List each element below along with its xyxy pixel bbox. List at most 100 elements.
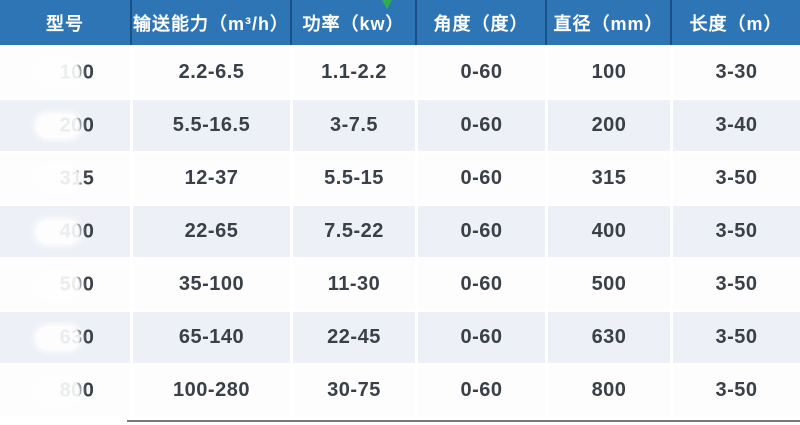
value-cell: 12-37 xyxy=(130,151,290,204)
spec-table: 型号 输送能力（m³/h） 功率（kw） 角度（度） 直径（mm） 长度（m） … xyxy=(0,0,800,416)
cell-text: 0-60 xyxy=(460,114,503,136)
value-cell: 35-100 xyxy=(130,257,290,310)
value-cell: 0-60 xyxy=(415,363,545,416)
cell-text: 200 xyxy=(591,114,627,136)
table-body: 100 2.2-6.5 1.1-2.2 0-60 100 3-30 200 5.5-16.5 3… xyxy=(0,45,800,416)
value-cell: 30-75 xyxy=(290,363,415,416)
green-marker-icon xyxy=(382,0,392,9)
cell-text: 22-45 xyxy=(327,326,381,348)
cell-text: 400 xyxy=(591,220,627,242)
value-cell: 100 xyxy=(545,45,670,98)
value-cell: 3-40 xyxy=(670,98,800,151)
watermark-blob xyxy=(35,272,80,297)
cell-text: 0-60 xyxy=(460,326,503,348)
cell-text: 12-37 xyxy=(184,167,239,189)
value-cell: 0-60 xyxy=(415,204,545,257)
table-bottom-border xyxy=(127,420,800,422)
value-cell: 65-140 xyxy=(130,310,290,363)
cell-text: 3-50 xyxy=(715,220,758,242)
cell-text: 5.5-15 xyxy=(324,167,384,189)
value-cell: 5.5-15 xyxy=(290,151,415,204)
cell-text: 7.5-22 xyxy=(324,220,384,242)
watermark-blob xyxy=(35,378,80,403)
cell-text: 0-60 xyxy=(460,379,503,401)
model-cell: 500 xyxy=(0,257,130,310)
watermark-blob xyxy=(35,325,80,350)
value-cell: 3-50 xyxy=(670,310,800,363)
cell-text: 5.5-16.5 xyxy=(172,114,251,136)
cell-text: 800 xyxy=(591,379,627,401)
cell-text: 65-140 xyxy=(178,326,245,348)
cell-text: 3-30 xyxy=(715,61,758,83)
value-cell: 11-30 xyxy=(290,257,415,310)
cell-text: 22-65 xyxy=(184,220,239,242)
model-cell: 200 xyxy=(0,98,130,151)
model-cell: 400 xyxy=(0,204,130,257)
value-cell: 3-50 xyxy=(670,204,800,257)
value-cell: 500 xyxy=(545,257,670,310)
cell-text: 3-50 xyxy=(715,379,758,401)
col-header-model: 型号 xyxy=(0,0,130,45)
table-row: 315 12-37 5.5-15 0-60 315 3-50 xyxy=(0,151,800,204)
value-cell: 0-60 xyxy=(415,257,545,310)
watermark-blob xyxy=(35,219,80,244)
watermark-blob xyxy=(35,166,80,191)
col-header-diameter: 直径（mm） xyxy=(545,0,670,45)
value-cell: 7.5-22 xyxy=(290,204,415,257)
table-row: 630 65-140 22-45 0-60 630 3-50 xyxy=(0,310,800,363)
cell-text: 2.2-6.5 xyxy=(178,61,245,83)
table-row: 100 2.2-6.5 1.1-2.2 0-60 100 3-30 xyxy=(0,45,800,98)
cell-text: 30-75 xyxy=(327,379,381,401)
model-cell: 100 xyxy=(0,45,130,98)
table-row: 400 22-65 7.5-22 0-60 400 3-50 xyxy=(0,204,800,257)
cell-text: 500 xyxy=(591,273,627,295)
value-cell: 1.1-2.2 xyxy=(290,45,415,98)
table-row: 200 5.5-16.5 3-7.5 0-60 200 3-40 xyxy=(0,98,800,151)
cell-text: 3-50 xyxy=(715,273,758,295)
cell-text: 100-280 xyxy=(173,379,250,401)
value-cell: 2.2-6.5 xyxy=(130,45,290,98)
header-row: 型号 输送能力（m³/h） 功率（kw） 角度（度） 直径（mm） 长度（m） xyxy=(0,0,800,45)
table-row: 500 35-100 11-30 0-60 500 3-50 xyxy=(0,257,800,310)
watermark-blob xyxy=(35,60,80,85)
cell-text: 100 xyxy=(591,61,627,83)
cell-text: 3-40 xyxy=(715,114,758,136)
cell-text: 3-7.5 xyxy=(329,114,379,136)
value-cell: 315 xyxy=(545,151,670,204)
value-cell: 3-50 xyxy=(670,363,800,416)
cell-text: 0-60 xyxy=(460,273,503,295)
cell-text: 0-60 xyxy=(460,220,503,242)
value-cell: 22-65 xyxy=(130,204,290,257)
value-cell: 3-7.5 xyxy=(290,98,415,151)
cell-text: 3-50 xyxy=(715,167,758,189)
value-cell: 400 xyxy=(545,204,670,257)
value-cell: 100-280 xyxy=(130,363,290,416)
model-cell: 315 xyxy=(0,151,130,204)
cell-text: 0-60 xyxy=(460,167,503,189)
watermark-blob xyxy=(35,113,80,138)
table-row: 800 100-280 30-75 0-60 800 3-50 xyxy=(0,363,800,416)
cell-text: 11-30 xyxy=(327,273,381,295)
col-header-angle: 角度（度） xyxy=(415,0,545,45)
cell-text: 315 xyxy=(591,167,627,189)
value-cell: 22-45 xyxy=(290,310,415,363)
model-cell: 800 xyxy=(0,363,130,416)
value-cell: 800 xyxy=(545,363,670,416)
value-cell: 630 xyxy=(545,310,670,363)
col-header-length: 长度（m） xyxy=(670,0,800,45)
cell-text: 630 xyxy=(591,326,627,348)
value-cell: 0-60 xyxy=(415,45,545,98)
cell-text: 35-100 xyxy=(178,273,245,295)
value-cell: 3-50 xyxy=(670,257,800,310)
value-cell: 3-30 xyxy=(670,45,800,98)
cell-text: 3-50 xyxy=(715,326,758,348)
value-cell: 0-60 xyxy=(415,151,545,204)
cell-text: 0-60 xyxy=(460,61,503,83)
value-cell: 5.5-16.5 xyxy=(130,98,290,151)
cell-text: 1.1-2.2 xyxy=(321,61,387,83)
value-cell: 3-50 xyxy=(670,151,800,204)
col-header-power: 功率（kw） xyxy=(290,0,415,45)
model-cell: 630 xyxy=(0,310,130,363)
value-cell: 200 xyxy=(545,98,670,151)
